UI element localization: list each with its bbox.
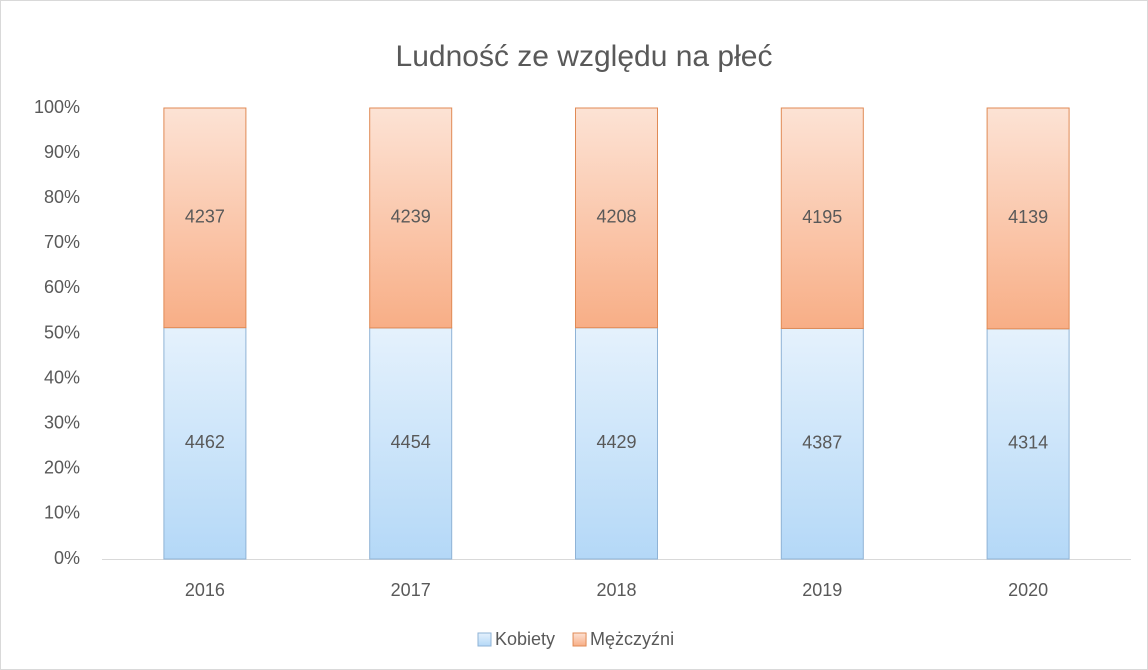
y-tick-label: 10% [44, 503, 80, 523]
y-tick-label: 30% [44, 412, 80, 432]
x-tick-label: 2019 [802, 580, 842, 600]
y-tick-label: 50% [44, 322, 80, 342]
data-label: 4314 [1008, 433, 1048, 453]
data-label: 4387 [802, 432, 842, 452]
bar-segment [369, 107, 453, 329]
data-label: 4239 [391, 207, 431, 227]
x-tick-label: 2016 [185, 580, 225, 600]
data-label: 4195 [802, 207, 842, 227]
legend-swatch [477, 632, 492, 647]
bar-segment [986, 107, 1070, 330]
legend-swatch [572, 632, 587, 647]
data-label: 4454 [391, 432, 431, 452]
y-tick-label: 100% [34, 97, 80, 117]
bar-segment [163, 327, 247, 560]
bar-segment [986, 328, 1070, 560]
y-tick-label: 40% [44, 367, 80, 387]
bar-segment [163, 107, 247, 329]
bar-segment [780, 327, 864, 560]
y-tick-label: 90% [44, 142, 80, 162]
y-tick-label: 70% [44, 232, 80, 252]
data-label: 4237 [185, 207, 225, 227]
legend-label: Kobiety [495, 629, 555, 649]
bar-segment [369, 327, 453, 560]
x-tick-label: 2018 [596, 580, 636, 600]
y-tick-label: 20% [44, 458, 80, 478]
chart-title: Ludność ze względu na płeć [396, 40, 773, 73]
data-label: 4462 [185, 432, 225, 452]
data-label: 4208 [596, 207, 636, 227]
x-tick-label: 2020 [1008, 580, 1048, 600]
data-label: 4139 [1008, 207, 1048, 227]
bar-segment [575, 107, 658, 329]
data-label: 4429 [596, 432, 636, 452]
x-tick-label: 2017 [391, 580, 431, 600]
bar-segment [780, 107, 864, 329]
y-tick-label: 60% [44, 277, 80, 297]
y-tick-label: 80% [44, 187, 80, 207]
y-tick-label: 0% [54, 548, 80, 568]
legend-label: Mężczyźni [590, 629, 674, 649]
bar-segment [575, 327, 658, 560]
